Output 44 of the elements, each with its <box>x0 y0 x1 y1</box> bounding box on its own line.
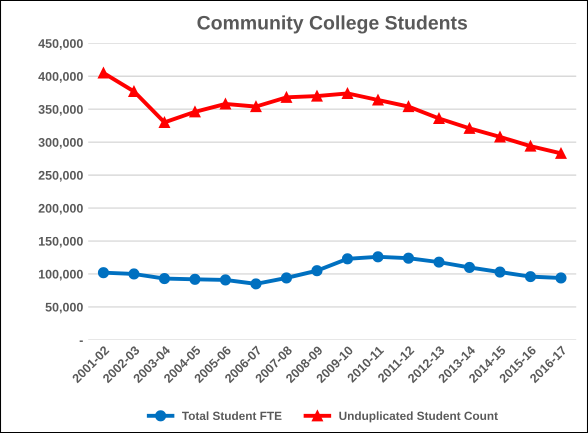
point <box>250 101 262 112</box>
point <box>311 265 323 276</box>
chart-title: Community College Students <box>197 15 468 34</box>
point <box>494 131 506 142</box>
point <box>402 252 414 264</box>
point <box>280 92 292 103</box>
point <box>250 278 262 290</box>
y-tick-label: 200,000 <box>38 204 83 215</box>
point <box>280 272 292 284</box>
point <box>524 271 536 282</box>
y-tick-label: 300,000 <box>38 138 83 149</box>
point <box>433 112 445 124</box>
y-tick-label: 250,000 <box>38 170 83 182</box>
point <box>189 106 201 118</box>
point <box>128 268 140 280</box>
point <box>220 274 232 286</box>
point <box>342 253 354 264</box>
y-tick-label: 450,000 <box>38 39 83 50</box>
point <box>464 122 476 134</box>
point <box>464 262 476 273</box>
y-tick-label: 350,000 <box>38 105 83 116</box>
point <box>494 266 506 278</box>
y-tick-label: 50,000 <box>45 302 83 314</box>
point <box>98 267 110 278</box>
point <box>524 140 536 152</box>
point <box>402 101 414 112</box>
y-tick-label: 150,000 <box>38 236 83 248</box>
y-tick-label: 100,000 <box>38 270 83 280</box>
point <box>342 88 354 99</box>
legend-label: Unduplicated Student Count <box>339 411 498 422</box>
y-tick-label: 400,000 <box>38 72 83 83</box>
point <box>372 94 384 106</box>
point <box>158 116 170 128</box>
point <box>189 274 201 285</box>
legend-label: Total Student FTE <box>182 411 282 420</box>
point <box>311 90 323 102</box>
point <box>158 273 170 284</box>
y-tick-label: - <box>80 340 83 342</box>
point <box>555 272 567 284</box>
point <box>220 98 232 110</box>
point <box>555 148 567 159</box>
point <box>372 251 384 262</box>
point <box>433 256 445 268</box>
point <box>98 67 110 79</box>
